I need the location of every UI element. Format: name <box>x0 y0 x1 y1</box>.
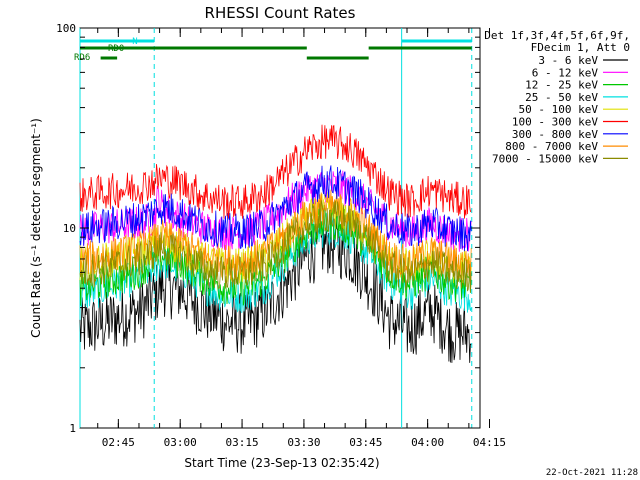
x-tick-label-6: 04:15 <box>473 436 506 449</box>
y-tick-label-1: 10 <box>63 222 76 235</box>
flag-label-rd6: RD6 <box>74 53 90 63</box>
y-axis-ticks: 1 10 100 <box>56 22 480 435</box>
flag-bars: N RD0 RD6 <box>74 37 472 63</box>
series-group <box>79 124 472 363</box>
x-axis-label: Start Time (23-Sep-13 02:35:42) <box>184 456 379 470</box>
x-tick-label-5: 04:00 <box>411 436 444 449</box>
x-tick-label-1: 03:00 <box>164 436 197 449</box>
legend-label-2: 12 - 25 keV <box>525 79 598 92</box>
legend-label-0: 3 - 6 keV <box>538 54 598 67</box>
series-line-5 <box>79 124 472 219</box>
x-tick-label-3: 03:30 <box>287 436 320 449</box>
legend-label-8: 7000 - 15000 keV <box>492 152 598 165</box>
series-line-6 <box>79 165 472 252</box>
x-tick-label-0: 02:45 <box>102 436 135 449</box>
legend-label-6: 300 - 800 keV <box>512 128 598 141</box>
y-tick-label-0: 1 <box>69 422 76 435</box>
legend-label-3: 25 - 50 keV <box>525 91 598 104</box>
legend-label-7: 800 - 7000 keV <box>505 140 598 153</box>
legend-header-line-2: FDecim 1, Att 0 <box>531 41 630 54</box>
flag-label-rd0: RD0 <box>108 44 124 54</box>
chart-title: RHESSI Count Rates <box>205 4 356 22</box>
legend-label-1: 6 - 12 keV <box>532 66 599 79</box>
timestamp: 22-Oct-2021 11:28 <box>546 468 638 478</box>
x-axis-ticks: 02:45 03:00 03:15 03:30 03:45 04:00 04:15 <box>97 28 506 449</box>
flag-label-n: N <box>132 37 137 47</box>
x-tick-label-4: 03:45 <box>349 436 382 449</box>
x-tick-label-2: 03:15 <box>225 436 258 449</box>
y-axis-label: Count Rate (s⁻¹ detector segment⁻¹) <box>29 118 43 338</box>
series-line-2 <box>79 205 472 306</box>
series-line-8 <box>79 200 472 293</box>
y-tick-label-2: 100 <box>56 22 76 35</box>
legend-header-line-1: Det 1f,3f,4f,5f,6f,9f, <box>484 29 630 42</box>
legend-label-4: 50 - 100 keV <box>519 103 599 116</box>
legend: Det 1f,3f,4f,5f,6f,9f, FDecim 1, Att 0 3… <box>484 29 630 165</box>
legend-label-5: 100 - 300 keV <box>512 116 598 129</box>
